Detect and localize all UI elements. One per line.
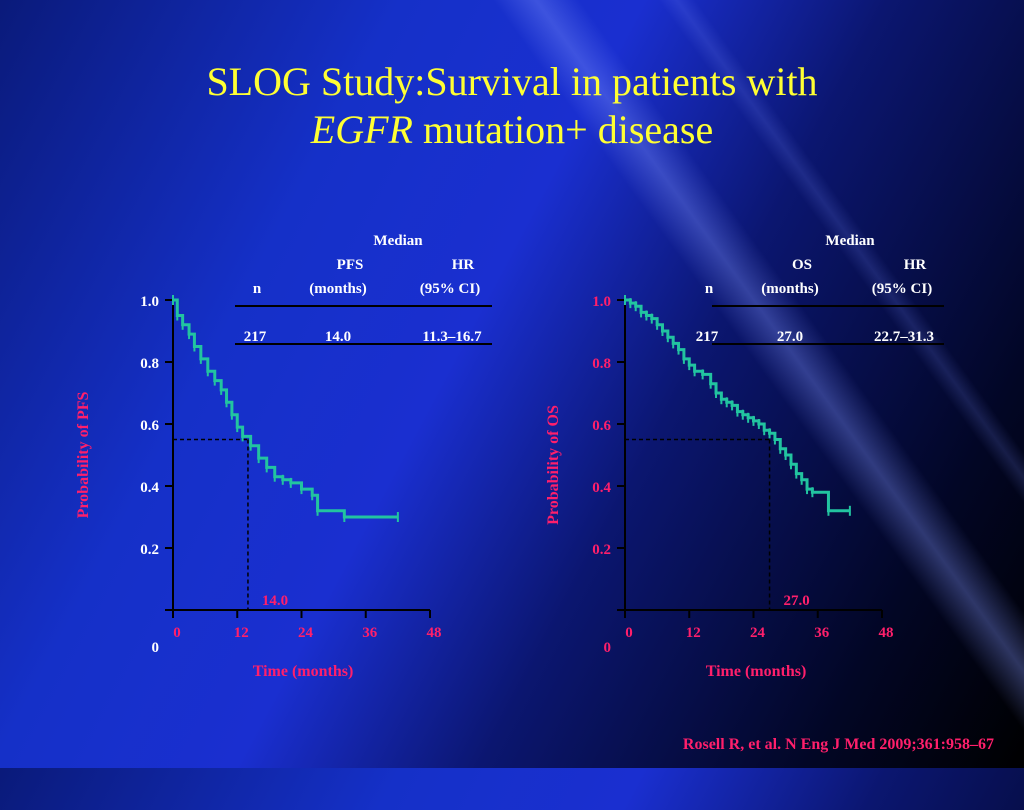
table-col-hr-1: HR — [904, 257, 927, 273]
y-tick-label: 0 — [152, 640, 160, 656]
os-plot: 0 0.2 0.4 0.6 0.8 1.0 0 12 24 36 48 27.0 — [592, 294, 893, 656]
median-label: 27.0 — [783, 593, 809, 609]
y-tick-label: 0 — [604, 640, 612, 656]
x-axis-title: Time (months) — [253, 663, 354, 680]
table-row-n: 217 — [696, 329, 719, 345]
table-header-median: Median — [825, 233, 875, 249]
y-tick-label: 0.4 — [140, 480, 159, 496]
survival-curve — [625, 298, 850, 513]
table-row-n: 217 — [244, 329, 267, 345]
table-col-median-1: OS — [792, 257, 812, 273]
table-header-median: Median — [373, 233, 423, 249]
y-tick-label: 0.2 — [140, 542, 159, 558]
table-col-hr-1: HR — [452, 257, 475, 273]
table-row-median: 14.0 — [325, 329, 351, 345]
table-col-median-2: (months) — [761, 281, 819, 297]
x-tick-label: 0 — [173, 625, 181, 641]
table-row-hr: 11.3–16.7 — [422, 329, 482, 345]
y-axis-title: Probability of OS — [545, 405, 562, 525]
pfs-chart: Median PFS HR n (months) (95% CI) 217 14… — [75, 233, 492, 680]
table-col-n: n — [705, 281, 714, 297]
table-col-median-1: PFS — [337, 257, 364, 273]
table-col-n: n — [253, 281, 262, 297]
title-rest: mutation+ disease — [412, 107, 714, 152]
y-tick-label: 0.6 — [140, 418, 159, 434]
y-axis-title: Probability of PFS — [75, 391, 92, 518]
x-tick-label: 12 — [686, 625, 701, 641]
table-col-hr-2: (95% CI) — [872, 281, 932, 297]
median-label: 14.0 — [262, 593, 288, 609]
y-tick-label: 1.0 — [592, 294, 611, 310]
table-col-median-2: (months) — [309, 281, 367, 297]
os-table: Median OS HR n (months) (95% CI) 217 27.… — [696, 233, 944, 345]
y-tick-label: 0.4 — [592, 480, 611, 496]
title-line-1: SLOG Study:Survival in patients with — [206, 59, 818, 104]
y-tick-label: 0.8 — [140, 356, 159, 372]
table-row-median: 27.0 — [777, 329, 803, 345]
slide-title: SLOG Study:Survival in patients with EGF… — [0, 58, 1024, 154]
x-tick-label: 48 — [879, 625, 894, 641]
title-line-2: EGFR mutation+ disease — [0, 106, 1024, 154]
x-tick-label: 36 — [362, 625, 378, 641]
y-tick-label: 0.2 — [592, 542, 611, 558]
os-chart: Median OS HR n (months) (95% CI) 217 27.… — [545, 233, 944, 680]
survival-curve — [173, 298, 398, 519]
y-tick-label: 0.6 — [592, 418, 611, 434]
x-tick-label: 48 — [427, 625, 442, 641]
title-emphasis: EGFR — [310, 107, 413, 152]
pfs-plot: 0 0.2 0.4 0.6 0.8 1.0 0 12 24 36 48 14.0 — [140, 294, 441, 656]
x-tick-label: 0 — [625, 625, 633, 641]
x-axis-title: Time (months) — [706, 663, 807, 680]
table-col-hr-2: (95% CI) — [420, 281, 480, 297]
x-tick-label: 24 — [298, 625, 314, 641]
y-tick-label: 1.0 — [140, 294, 159, 310]
x-tick-label: 36 — [814, 625, 830, 641]
x-tick-label: 24 — [750, 625, 766, 641]
y-tick-label: 0.8 — [592, 356, 611, 372]
x-tick-label: 12 — [234, 625, 249, 641]
table-row-hr: 22.7–31.3 — [874, 329, 934, 345]
pfs-table: Median PFS HR n (months) (95% CI) 217 14… — [235, 233, 492, 345]
citation: Rosell R, et al. N Eng J Med 2009;361:95… — [682, 736, 994, 753]
